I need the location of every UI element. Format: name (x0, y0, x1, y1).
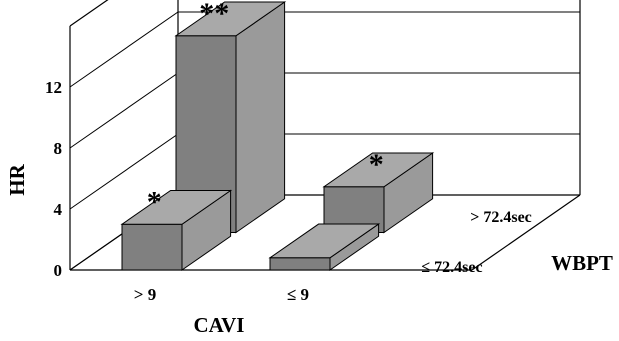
y-tick-label: 4 (54, 200, 63, 219)
bar-front-face (121, 223, 183, 271)
y-tick-label: 8 (54, 139, 63, 158)
axis-line (69, 0, 109, 27)
y-tick-label: 0 (54, 261, 63, 280)
bar (174, 1, 287, 234)
x-tick-label: ≤ 9 (287, 285, 309, 304)
bar-top-face (120, 190, 233, 225)
x-axis-label: CAVI (194, 313, 245, 337)
depth-axis-label: WBPT (551, 251, 613, 275)
bar-side-face (235, 1, 286, 234)
bar-front-face (269, 257, 331, 271)
x-tick-label: > 9 (134, 285, 156, 304)
bar-top-face (268, 223, 381, 259)
bar-top-face (322, 152, 435, 188)
bars (120, 1, 435, 271)
axis-line (471, 194, 581, 271)
bar-top-face (174, 1, 287, 37)
gridline (69, 72, 580, 149)
y-tick-label: 12 (45, 78, 62, 97)
depth-tick-label: > 72.4sec (470, 209, 532, 226)
bar (120, 189, 233, 271)
gridline (69, 11, 580, 88)
significance-marker: ** (199, 0, 229, 30)
labels: HR CAVI WBPT > 9 ≤ 9 ≤ 72.4sec > 72.4sec… (5, 0, 613, 337)
bar (268, 223, 381, 271)
depth-tick-label: ≤ 72.4sec (421, 259, 482, 276)
y-axis-label: HR (5, 163, 29, 195)
significance-marker: * (369, 148, 384, 181)
significance-marker: * (147, 185, 162, 218)
bar (322, 152, 435, 234)
